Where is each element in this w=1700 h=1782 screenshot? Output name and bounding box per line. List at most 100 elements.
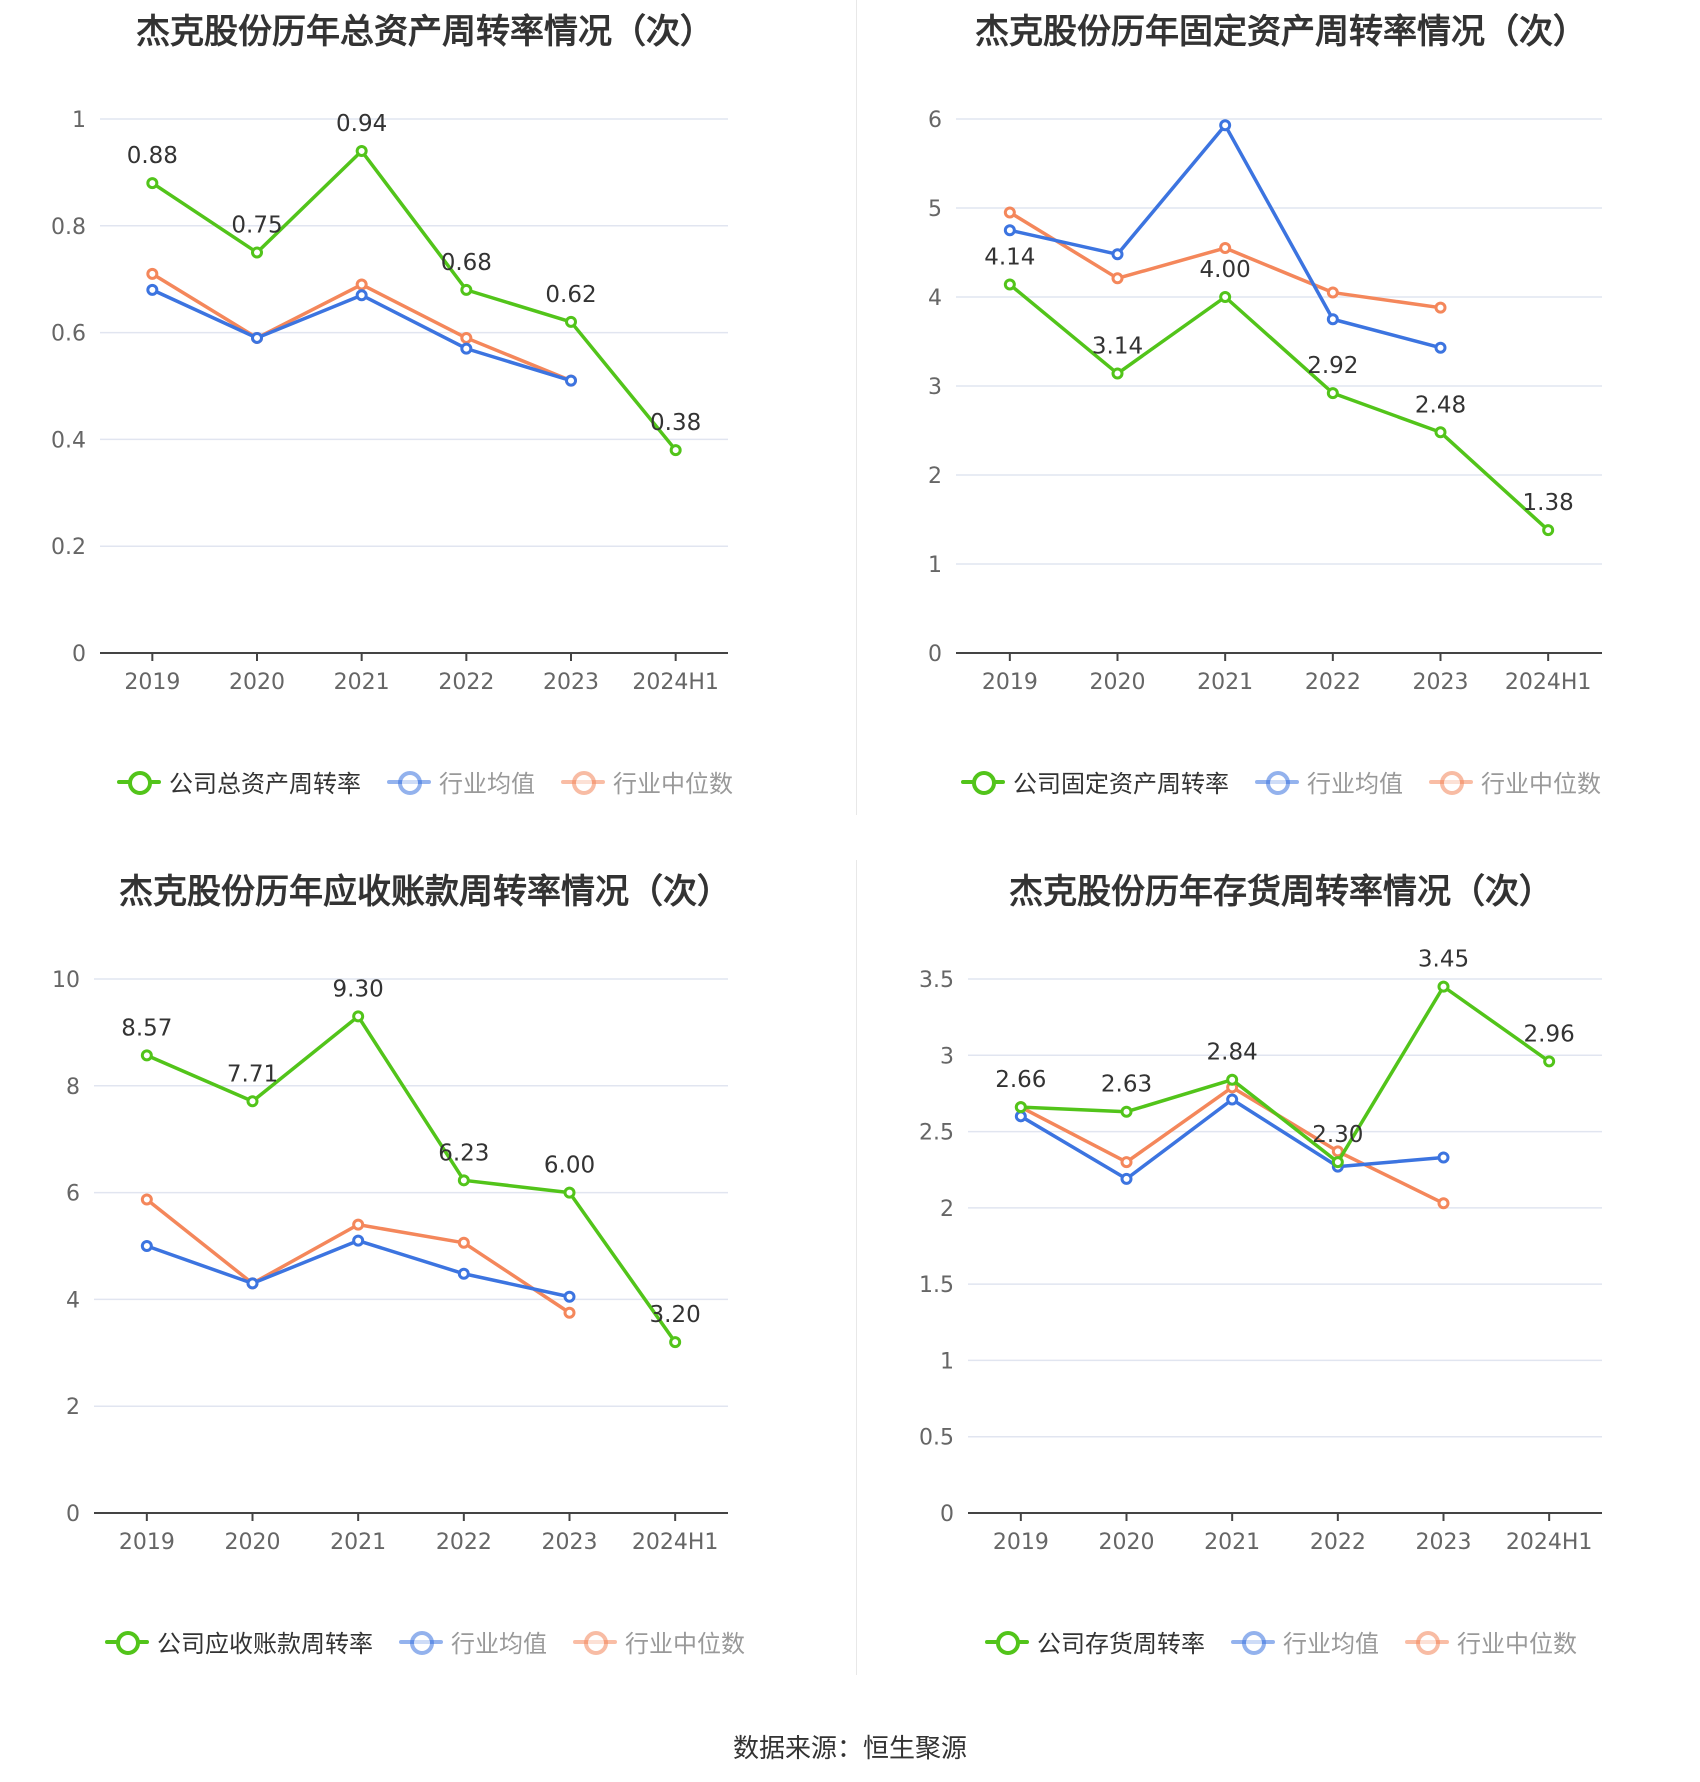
data-point-company [1542, 524, 1555, 537]
legend-item-industry-median[interactable]: 行业中位数 [1429, 764, 1601, 799]
panel-divider [856, 860, 857, 1675]
y-tick-label: 1 [928, 553, 942, 578]
data-point-industry-median [355, 278, 368, 291]
legend-label: 公司总资产周转率 [169, 770, 361, 798]
legend-marker-icon [105, 1630, 149, 1655]
chart-title: 杰克股份历年总资产周转率情况（次） [136, 12, 714, 52]
x-tick-label: 2022 [436, 1530, 492, 1555]
x-tick-label: 2024H1 [632, 670, 719, 695]
y-tick-label: 2 [940, 1197, 954, 1222]
legend-label: 行业中位数 [1481, 770, 1601, 798]
legend-item-industry-median[interactable]: 行业中位数 [573, 1624, 745, 1659]
legend-label: 行业中位数 [613, 770, 733, 798]
data-label: 6.00 [544, 1153, 595, 1179]
legend-marker-icon [387, 770, 431, 795]
data-point-industry-median [1437, 1197, 1450, 1210]
legend-item-industry-avg[interactable]: 行业均值 [1255, 764, 1403, 799]
series-line-industry-median [145, 1198, 571, 1315]
legend-item-industry-median[interactable]: 行业中位数 [1405, 1624, 1577, 1659]
y-tick-label: 0 [66, 1502, 80, 1527]
legend-marker-icon [399, 1630, 443, 1655]
y-tick-label: 4 [66, 1288, 80, 1313]
data-point-company [1434, 426, 1447, 439]
data-point-industry-median [457, 1236, 470, 1249]
data-point-industry-median [1111, 272, 1124, 285]
x-tick-label: 2020 [1090, 670, 1146, 695]
data-point-industry-median [1326, 286, 1339, 299]
legend-label: 行业中位数 [1457, 1630, 1577, 1658]
y-tick-label: 1.5 [919, 1273, 954, 1298]
data-label: 2.92 [1307, 353, 1358, 379]
y-tick-label: 1 [72, 108, 86, 133]
legend-item-industry-avg[interactable]: 行业均值 [1231, 1624, 1379, 1659]
y-tick-label: 3 [928, 375, 942, 400]
data-point-company [146, 177, 159, 190]
data-label: 0.94 [336, 111, 387, 137]
data-label: 7.71 [227, 1061, 278, 1087]
y-tick-label: 5 [928, 197, 942, 222]
legend-marker-icon [1255, 770, 1299, 795]
chart-plot: 0 0.5 1 1.5 2 2.5 3 3.5 2019 2020 2021 2022 2023 2024… [919, 947, 1602, 1555]
data-point-industry-avg [460, 342, 473, 355]
legend-item-industry-median[interactable]: 行业中位数 [561, 764, 733, 799]
data-label: 2.66 [995, 1067, 1046, 1093]
y-tick-label: 1 [940, 1349, 954, 1374]
data-point-industry-avg [355, 289, 368, 302]
data-point-industry-median [1120, 1156, 1133, 1169]
x-tick-label: 2023 [1413, 670, 1469, 695]
y-tick-label: 6 [66, 1182, 80, 1207]
legend-item-company[interactable]: 公司总资产周转率 [117, 764, 361, 799]
legend-item-company[interactable]: 公司固定资产周转率 [961, 764, 1229, 799]
data-point-company [1219, 291, 1232, 303]
y-tick-label: 0 [72, 642, 86, 667]
data-label: 0.38 [650, 410, 701, 436]
data-point-industry-median [563, 1306, 576, 1319]
legend-item-industry-avg[interactable]: 行业均值 [387, 764, 535, 799]
data-point-industry-avg [565, 374, 577, 387]
x-tick-label: 2021 [1204, 1530, 1260, 1555]
data-label: 3.14 [1092, 334, 1143, 360]
data-label: 2.84 [1207, 1040, 1258, 1066]
data-label: 0.75 [231, 213, 282, 239]
chart-plot: 0 2 4 6 8 10 2019 2020 2021 2022 2023 2024H1 8.57 7.7… [52, 968, 728, 1555]
data-point-industry-avg [457, 1267, 470, 1280]
data-point-industry-median [1003, 206, 1016, 219]
data-point-company [1226, 1073, 1239, 1086]
y-tick-label: 10 [52, 968, 80, 993]
legend-marker-icon [117, 770, 161, 795]
data-point-industry-avg [1219, 119, 1232, 132]
y-tick-label: 0.6 [51, 322, 86, 347]
data-point-company [1003, 278, 1016, 291]
legend-marker-icon [961, 770, 1005, 795]
data-point-company [460, 283, 473, 296]
data-point-company [246, 1095, 259, 1108]
legend-marker-icon [1231, 1630, 1275, 1655]
data-point-industry-median [352, 1218, 365, 1231]
legend-marker-icon [985, 1630, 1029, 1655]
data-point-industry-avg [140, 1240, 153, 1252]
chart-legend: 公司总资产周转率 行业均值 行业中位数 [0, 764, 850, 799]
data-label: 4.14 [984, 245, 1035, 271]
chart-panel-inventory-turnover: 杰克股份历年存货周转率情况（次） 0 0.5 1 1.5 2 2.5 3 3.5 2019 202… [856, 860, 1700, 1720]
data-point-company [1326, 387, 1339, 400]
y-tick-label: 0.8 [51, 215, 86, 240]
data-point-company [669, 444, 682, 457]
y-tick-label: 0.4 [51, 428, 86, 453]
data-label: 8.57 [121, 1015, 172, 1041]
data-point-company [1111, 367, 1124, 380]
series-line-company [146, 1014, 677, 1344]
legend-item-industry-avg[interactable]: 行业均值 [399, 1624, 547, 1659]
data-point-industry-avg [146, 283, 159, 296]
data-label: 3.45 [1418, 947, 1469, 973]
data-label: 4.00 [1200, 257, 1251, 283]
y-tick-label: 8 [66, 1075, 80, 1100]
legend-label: 行业均值 [439, 770, 535, 798]
y-tick-label: 0 [928, 642, 942, 667]
chart-panel-total-asset-turnover: 杰克股份历年总资产周转率情况（次） 0 0.2 0.4 0.6 0.8 1 2019 2020… [0, 0, 850, 860]
legend-item-company[interactable]: 公司存货周转率 [985, 1624, 1205, 1659]
x-tick-label: 2024H1 [1505, 670, 1592, 695]
data-point-industry-median [146, 267, 159, 280]
legend-item-company[interactable]: 公司应收账款周转率 [105, 1624, 373, 1659]
chart-plot: 0 1 2 3 4 5 6 2019 2020 2021 2022 2023 2024H1 4.14 3.1… [928, 108, 1602, 695]
x-tick-label: 2019 [982, 670, 1038, 695]
